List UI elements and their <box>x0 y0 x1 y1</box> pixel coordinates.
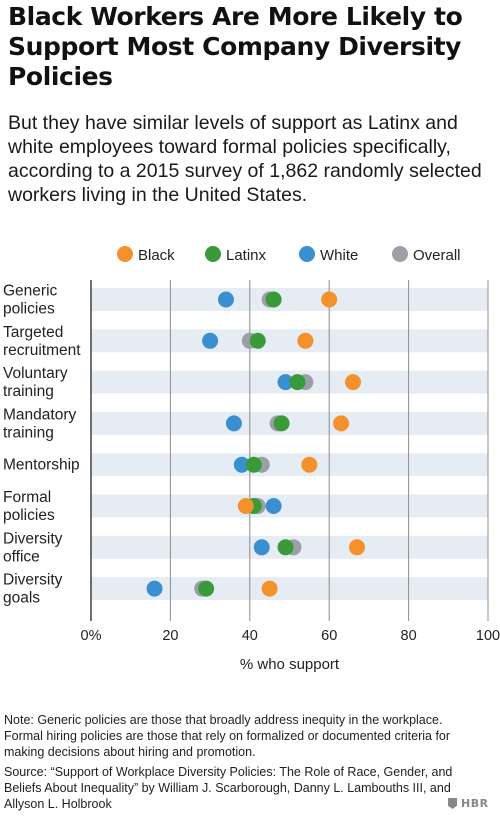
dot-white <box>233 456 250 473</box>
row-band <box>91 453 488 477</box>
dot-white <box>265 498 282 514</box>
chart-note: Note: Generic policies are those that br… <box>4 713 451 759</box>
x-tick-label: 0% <box>81 628 102 644</box>
dot-black <box>333 415 350 432</box>
row-band <box>91 288 488 311</box>
x-tick-label: 60 <box>321 628 337 644</box>
category-label: Generic policies <box>3 283 58 318</box>
dot-latinx <box>198 580 215 597</box>
dot-plot-chart: Black Latinx White Overall 0% 20 40 60 80 100 % wh… <box>3 246 500 673</box>
dot-latinx <box>273 415 290 432</box>
category-label: Formal policies <box>3 489 55 524</box>
chart-source: Source: “Support of Workplace Diversity … <box>4 765 453 811</box>
category-label: Diversity goals <box>3 572 63 607</box>
chart-title: Black Workers Are More Likely to Support… <box>8 2 463 91</box>
dot-black <box>348 539 365 556</box>
legend-label-latinx: Latinx <box>226 247 267 264</box>
row-band <box>91 494 488 518</box>
legend-marker-overall <box>392 246 408 262</box>
dot-white <box>202 332 219 349</box>
dot-latinx <box>289 374 306 391</box>
category-label: Diversity office <box>3 530 63 565</box>
hbr-logo: HBR <box>448 797 489 810</box>
dot-black <box>301 456 318 473</box>
dot-latinx <box>245 456 262 473</box>
dot-white <box>277 374 294 391</box>
hbr-shield-icon <box>448 798 457 809</box>
dot-black <box>345 374 362 391</box>
x-tick-label: 20 <box>162 628 178 644</box>
category-label: Mandatory training <box>3 406 76 441</box>
category-label: Targeted recruitment <box>3 324 81 359</box>
row-band <box>91 577 488 601</box>
category-label: Mentorship <box>3 457 80 474</box>
dot-white <box>253 539 270 556</box>
category-label: Voluntary training <box>3 365 68 400</box>
legend-label-overall: Overall <box>413 247 461 264</box>
row-band <box>91 329 488 353</box>
legend-marker-black <box>117 246 133 262</box>
legend-label-white: White <box>320 247 358 264</box>
dot-white <box>146 580 163 597</box>
x-tick-label: 40 <box>242 628 258 644</box>
chart-subtitle: But they have similar levels of support … <box>8 112 482 206</box>
dot-black <box>297 332 314 349</box>
dot-white <box>217 291 234 308</box>
dot-latinx <box>249 332 266 349</box>
x-tick-label: 100 <box>476 628 500 644</box>
dot-white <box>225 415 242 432</box>
dot-latinx <box>277 539 294 556</box>
dot-black <box>237 498 254 514</box>
legend-marker-latinx <box>205 246 221 262</box>
dot-latinx <box>265 291 282 308</box>
dot-black <box>321 291 338 308</box>
x-axis-label: % who support <box>240 656 340 673</box>
legend-label-black: Black <box>138 247 175 264</box>
legend-marker-white <box>299 246 315 262</box>
hbr-logo-text: HBR <box>461 797 489 810</box>
x-tick-label: 80 <box>401 628 417 644</box>
dot-black <box>261 580 278 597</box>
